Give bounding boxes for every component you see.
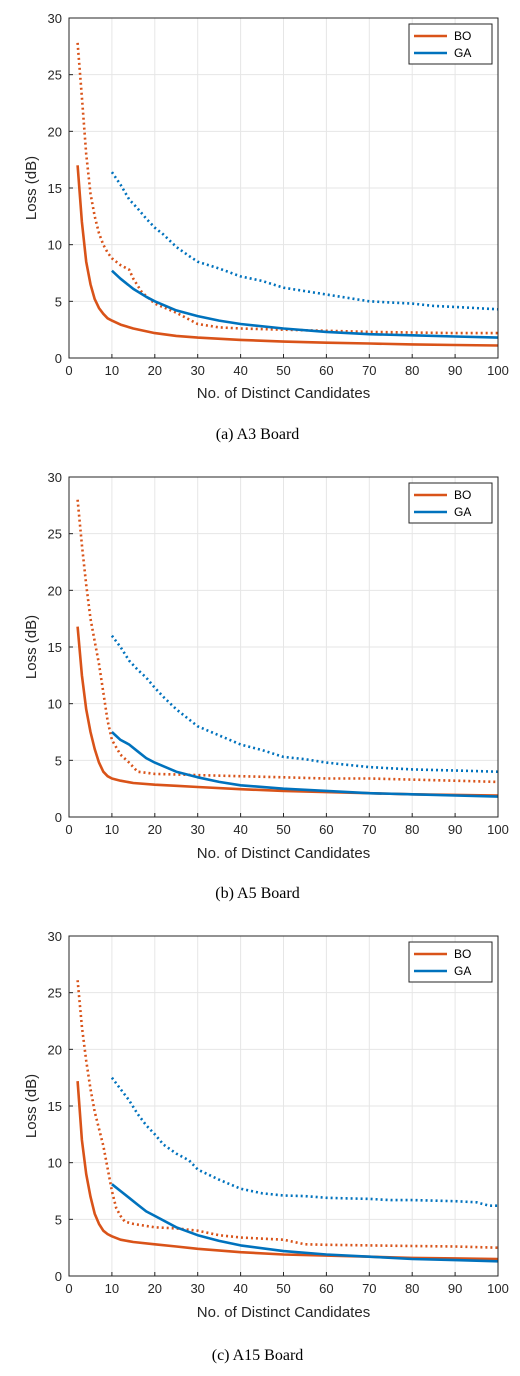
x-axis-label: No. of Distinct Candidates <box>197 845 370 862</box>
y-tick-label: 0 <box>55 810 62 825</box>
y-tick-label: 0 <box>55 1269 62 1284</box>
x-tick-label: 20 <box>148 363 162 378</box>
y-axis-label: Loss (dB) <box>23 1074 40 1138</box>
series-ga-solid-line <box>111 269 499 339</box>
x-tick-label: 50 <box>276 363 290 378</box>
y-tick-label: 15 <box>48 1099 62 1114</box>
x-tick-label: 90 <box>448 1281 462 1296</box>
x-tick-label: 10 <box>105 822 119 837</box>
legend-label-ga: GA <box>454 964 471 978</box>
x-tick-label: 30 <box>190 363 204 378</box>
x-tick-label: 70 <box>362 822 376 837</box>
x-axis-label: No. of Distinct Candidates <box>197 385 370 402</box>
x-tick-label: 60 <box>319 1281 333 1296</box>
series-bo-dotted-line <box>76 499 499 784</box>
x-tick-label: 30 <box>190 1281 204 1296</box>
legend-label-ga: GA <box>454 46 471 60</box>
x-tick-label: 0 <box>65 822 72 837</box>
chart-3: 0 10 20 30 40 50 60 70 80 90 100 0 5 10 15 20 25 30 No. of… <box>23 929 509 1364</box>
legend-box <box>408 482 493 524</box>
x-tick-label: 10 <box>105 363 119 378</box>
y-tick-label: 15 <box>48 181 62 196</box>
x-tick-label: 70 <box>362 1281 376 1296</box>
series-ga-solid-line <box>111 1183 499 1263</box>
legend-box <box>408 23 493 65</box>
legend-label-bo: BO <box>454 488 471 502</box>
x-tick-label: 90 <box>448 363 462 378</box>
x-tick-label: 50 <box>276 822 290 837</box>
legend-label-ga: GA <box>454 505 471 519</box>
x-tick-label: 20 <box>148 1281 162 1296</box>
legend-label-bo: BO <box>454 947 471 961</box>
x-tick-label: 100 <box>487 1281 509 1296</box>
y-tick-label: 20 <box>48 1042 62 1057</box>
x-tick-label: 80 <box>405 1281 419 1296</box>
y-tick-label: 30 <box>48 11 62 26</box>
chart-2: 0 10 20 30 40 50 60 70 80 90 100 0 5 10 15 20 25 30 No. of… <box>23 470 509 902</box>
figure-caption: (b) A5 Board <box>215 885 299 902</box>
x-tick-label: 40 <box>233 1281 247 1296</box>
y-tick-label: 0 <box>55 351 62 366</box>
y-tick-label: 30 <box>48 929 62 944</box>
x-axis-label: No. of Distinct Candidates <box>197 1304 370 1321</box>
legend: BO GA <box>408 941 493 983</box>
chart-1: 0 10 20 30 40 50 60 70 80 90 100 0 5 10 15 20 25 30 No. of… <box>23 11 509 443</box>
x-tick-label: 80 <box>405 363 419 378</box>
y-tick-label: 25 <box>48 68 62 83</box>
series-ga-solid-line <box>111 731 499 798</box>
series-bo-solid-line <box>76 165 499 347</box>
y-axis-label: Loss (dB) <box>23 615 40 679</box>
legend: BO GA <box>408 23 493 65</box>
y-tick-label: 5 <box>55 1212 62 1227</box>
x-tick-label: 0 <box>65 363 72 378</box>
x-tick-label: 100 <box>487 822 509 837</box>
y-tick-label: 10 <box>48 1156 62 1171</box>
figure-caption: (a) A3 Board <box>216 426 300 443</box>
y-tick-label: 10 <box>48 697 62 712</box>
legend-label-bo: BO <box>454 29 471 43</box>
x-tick-label: 10 <box>105 1281 119 1296</box>
series-bo-dotted-line <box>76 42 498 335</box>
y-tick-label: 5 <box>55 294 62 309</box>
y-tick-label: 25 <box>48 527 62 542</box>
legend: BO GA <box>408 482 493 524</box>
x-tick-label: 50 <box>276 1281 290 1296</box>
y-axis-label: Loss (dB) <box>23 156 40 220</box>
y-tick-label: 20 <box>48 124 62 139</box>
x-tick-label: 100 <box>487 363 509 378</box>
y-tick-label: 10 <box>48 238 62 253</box>
y-tick-label: 15 <box>48 640 62 655</box>
x-tick-label: 20 <box>148 822 162 837</box>
x-tick-label: 90 <box>448 822 462 837</box>
figure-caption: (c) A15 Board <box>212 1347 304 1364</box>
y-tick-label: 5 <box>55 753 62 768</box>
x-tick-label: 0 <box>65 1281 72 1296</box>
x-tick-label: 80 <box>405 822 419 837</box>
y-tick-label: 30 <box>48 470 62 485</box>
x-tick-label: 30 <box>190 822 204 837</box>
series-ga-dotted-line <box>110 1076 498 1207</box>
x-tick-label: 60 <box>319 822 333 837</box>
legend-box <box>408 941 493 983</box>
x-tick-label: 70 <box>362 363 376 378</box>
y-tick-label: 25 <box>48 986 62 1001</box>
x-tick-label: 60 <box>319 363 333 378</box>
series-bo-dotted-line <box>76 980 499 1249</box>
series-ga-dotted-line <box>110 171 499 311</box>
x-tick-label: 40 <box>233 822 247 837</box>
x-tick-label: 40 <box>233 363 247 378</box>
y-tick-label: 20 <box>48 583 62 598</box>
